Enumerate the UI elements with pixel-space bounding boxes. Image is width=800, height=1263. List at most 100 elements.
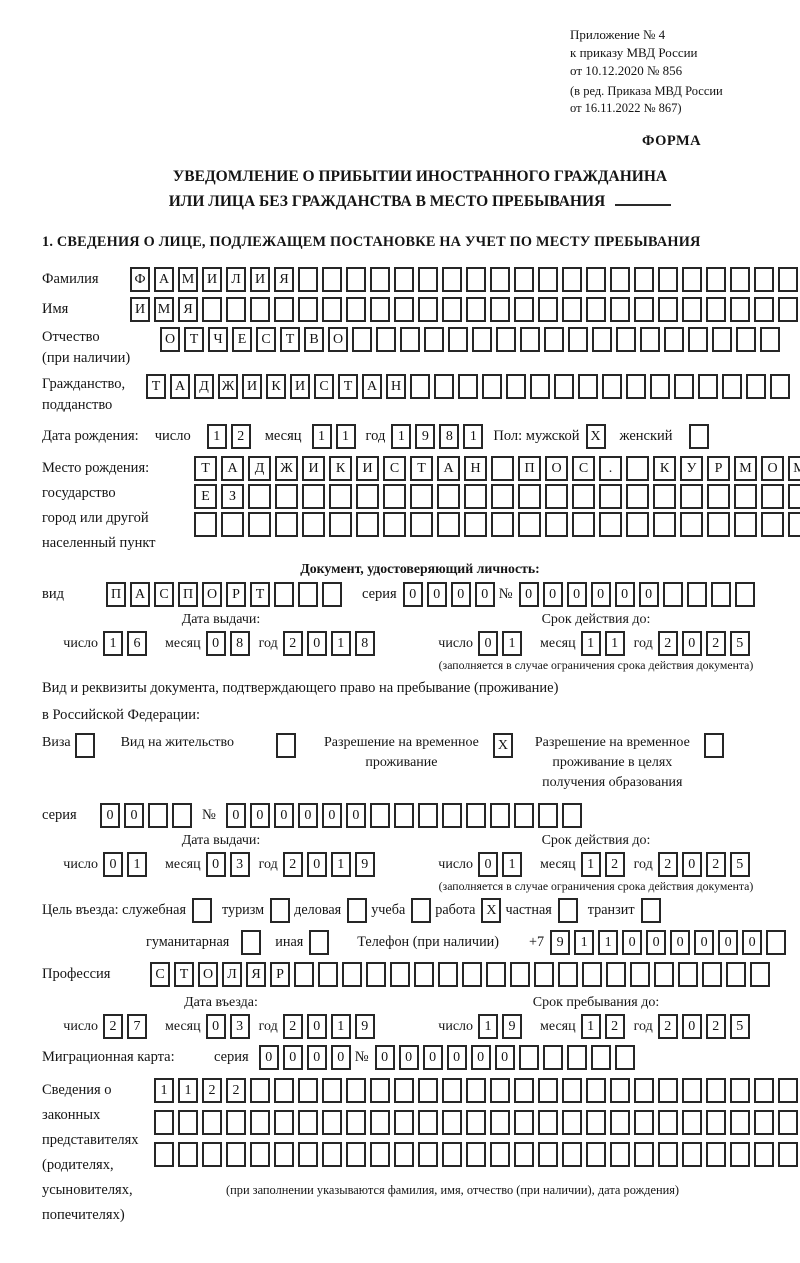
char-box[interactable]: 2 [226, 1078, 246, 1103]
char-box[interactable] [241, 930, 262, 955]
char-box[interactable]: Д [248, 456, 271, 481]
char-box[interactable]: 0 [205, 1014, 226, 1039]
char-box[interactable]: X [492, 733, 513, 758]
char-box[interactable] [298, 1142, 318, 1167]
char-box[interactable]: О [545, 456, 568, 481]
char-box[interactable] [148, 803, 168, 828]
purpose-transit-checkbox[interactable] [640, 898, 665, 923]
char-box[interactable] [356, 484, 379, 509]
char-box[interactable]: Т [194, 456, 217, 481]
char-box[interactable]: 8 [229, 631, 250, 656]
char-box[interactable] [411, 898, 432, 923]
char-box[interactable]: 7 [127, 1014, 148, 1039]
char-box[interactable] [442, 297, 462, 322]
char-box[interactable]: 0 [297, 803, 318, 828]
char-box[interactable]: С [572, 456, 595, 481]
char-box[interactable] [370, 1142, 390, 1167]
char-box[interactable]: 0 [330, 1045, 351, 1070]
char-box[interactable]: А [221, 456, 244, 481]
char-box[interactable] [490, 1142, 510, 1167]
char-box[interactable] [654, 962, 674, 987]
char-box[interactable] [538, 267, 558, 292]
char-box[interactable] [226, 1110, 246, 1135]
char-box[interactable] [534, 962, 554, 987]
char-box[interactable] [544, 327, 564, 352]
char-box[interactable]: И [356, 456, 379, 481]
char-box[interactable] [754, 297, 774, 322]
char-box[interactable] [466, 297, 486, 322]
char-box[interactable]: А [437, 456, 460, 481]
char-box[interactable]: М [734, 456, 757, 481]
char-box[interactable] [754, 1110, 774, 1135]
char-box[interactable] [466, 1078, 486, 1103]
char-box[interactable] [434, 374, 454, 399]
char-box[interactable] [322, 267, 342, 292]
char-box[interactable]: Д [194, 374, 214, 399]
char-box[interactable]: 2 [282, 852, 303, 877]
char-box[interactable]: X [585, 424, 606, 449]
representatives-boxes-row2[interactable] [154, 1110, 800, 1135]
char-box[interactable]: 9 [354, 852, 375, 877]
char-box[interactable]: 0 [103, 852, 124, 877]
char-box[interactable] [572, 512, 595, 537]
char-box[interactable] [750, 962, 770, 987]
char-box[interactable]: 0 [494, 1045, 515, 1070]
char-box[interactable]: И [242, 374, 262, 399]
char-box[interactable] [586, 1142, 606, 1167]
purpose-tourism-checkbox[interactable] [270, 898, 294, 923]
char-box[interactable]: 0 [478, 631, 499, 656]
char-box[interactable]: 0 [518, 582, 539, 607]
char-box[interactable]: 0 [742, 930, 763, 955]
char-box[interactable] [554, 374, 574, 399]
char-box[interactable] [754, 267, 774, 292]
char-box[interactable] [538, 1110, 558, 1135]
char-box[interactable] [653, 484, 676, 509]
birthplace-boxes-row3[interactable] [194, 512, 800, 537]
char-box[interactable]: 0 [470, 1045, 491, 1070]
char-box[interactable]: 5 [729, 852, 750, 877]
char-box[interactable]: 1 [478, 1014, 499, 1039]
char-box[interactable] [712, 327, 732, 352]
char-box[interactable] [370, 267, 390, 292]
char-box[interactable]: 0 [124, 803, 144, 828]
char-box[interactable] [464, 484, 487, 509]
purpose-official-checkbox[interactable] [191, 898, 216, 923]
char-box[interactable] [586, 297, 606, 322]
char-box[interactable] [250, 1078, 270, 1103]
char-box[interactable] [366, 962, 386, 987]
char-box[interactable] [680, 512, 703, 537]
char-box[interactable] [490, 267, 510, 292]
char-box[interactable]: 0 [638, 582, 659, 607]
char-box[interactable] [270, 898, 291, 923]
char-box[interactable] [514, 297, 534, 322]
char-box[interactable] [658, 297, 678, 322]
char-box[interactable]: 0 [282, 1045, 303, 1070]
char-box[interactable] [586, 267, 606, 292]
char-box[interactable] [221, 512, 244, 537]
char-box[interactable]: 0 [446, 1045, 467, 1070]
char-box[interactable] [490, 1078, 510, 1103]
char-box[interactable]: О [198, 962, 218, 987]
char-box[interactable]: Я [274, 267, 294, 292]
char-box[interactable] [734, 484, 757, 509]
char-box[interactable]: Т [280, 327, 300, 352]
char-box[interactable]: 2 [657, 631, 678, 656]
char-box[interactable] [417, 803, 438, 828]
char-box[interactable] [710, 582, 731, 607]
char-box[interactable] [706, 1142, 726, 1167]
char-box[interactable] [640, 327, 660, 352]
char-box[interactable]: 2 [604, 852, 625, 877]
char-box[interactable] [778, 267, 798, 292]
char-box[interactable] [376, 327, 396, 352]
char-box[interactable] [418, 1142, 438, 1167]
char-box[interactable] [491, 512, 514, 537]
char-box[interactable] [400, 327, 420, 352]
char-box[interactable] [250, 1110, 270, 1135]
char-box[interactable]: С [314, 374, 334, 399]
